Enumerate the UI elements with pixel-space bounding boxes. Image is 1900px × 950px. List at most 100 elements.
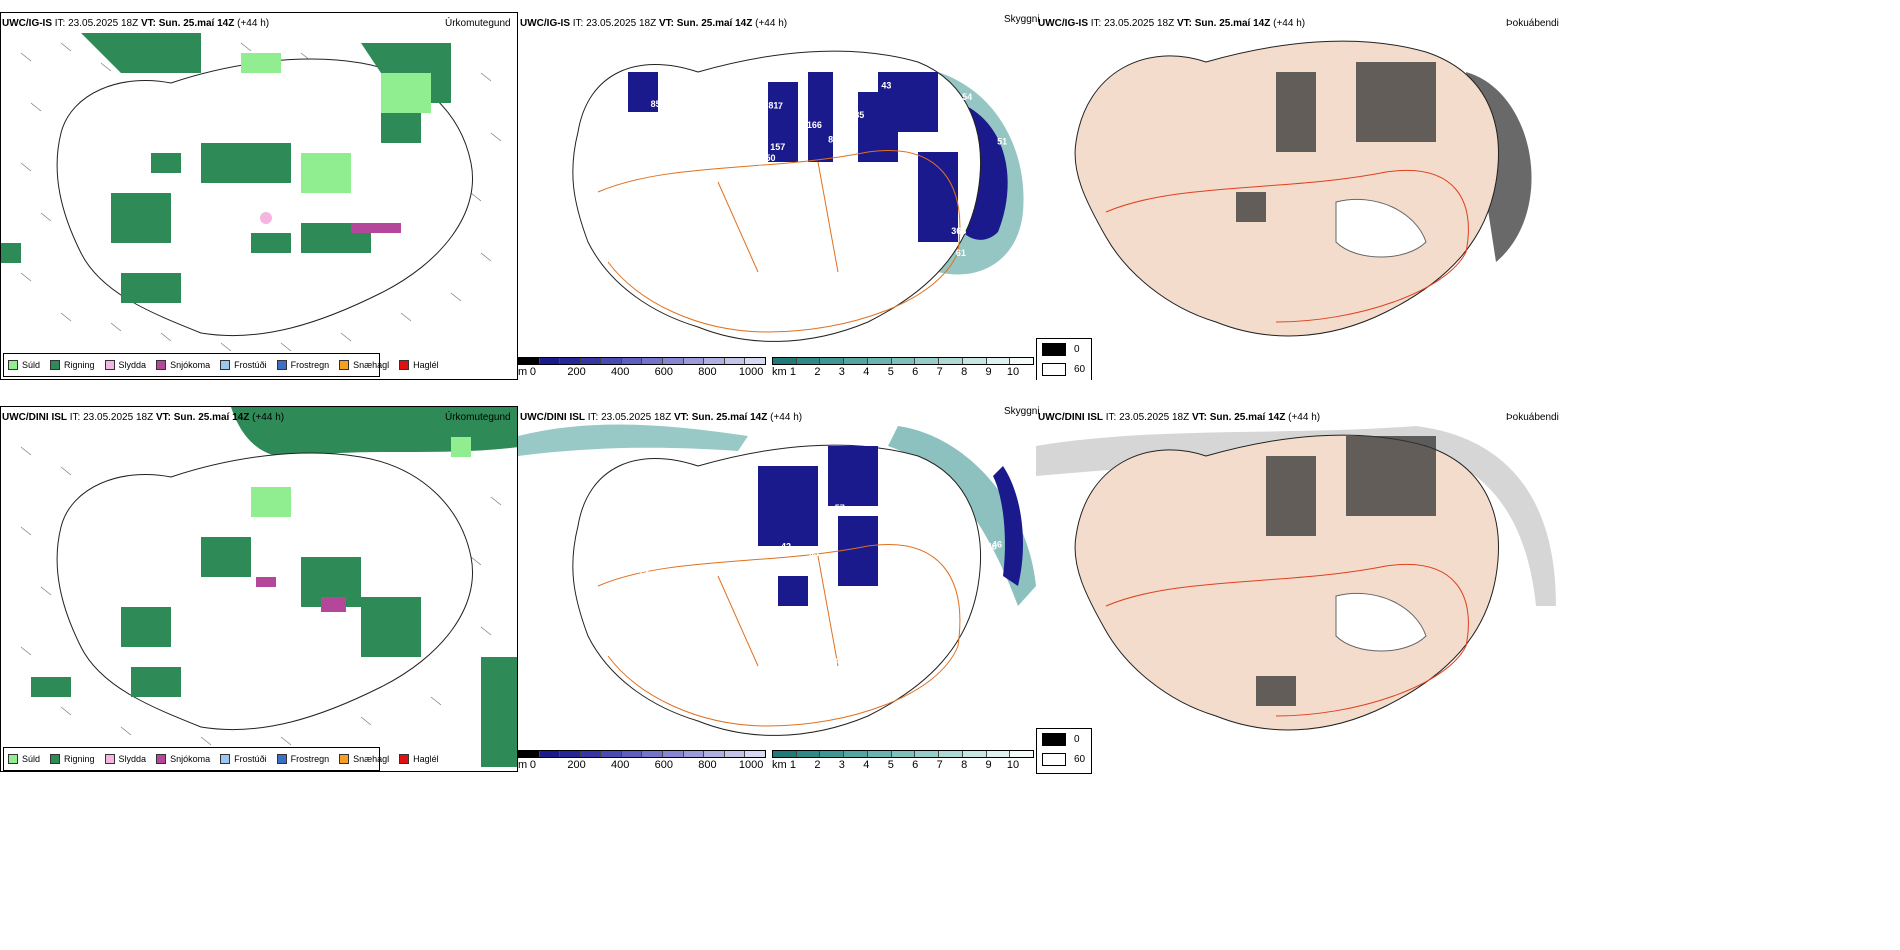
colorbar-segment — [519, 751, 540, 757]
colorbar-tick: 600 — [654, 759, 673, 771]
colorbar-segment — [820, 358, 845, 364]
visibility-value: 98 — [897, 529, 907, 539]
panel-title-visibility-top: Skyggni — [1004, 14, 1040, 25]
visibility-value-labels: 31 74 46 61 63 60 58 56 50 57 65 71 90 76 73 81 139 575 98… — [625, 461, 1002, 667]
colorbar-segment — [962, 751, 987, 757]
visibility-value-labels: 61 72 54 51 85 57 81 166 89 77 62 74 7 82 119 85 55 51 41 5… — [629, 72, 1007, 269]
visibility-value: 96 — [698, 594, 708, 604]
legend-item: Frostregn — [276, 754, 329, 764]
colorbar-ticks: 0 200 400 600 800 1000 — [518, 365, 766, 379]
swatch — [276, 360, 287, 370]
legend-label: Snæhagl — [353, 360, 390, 370]
colorbar-segment — [621, 358, 643, 364]
visibility-value: 74 — [690, 231, 700, 241]
visibility-colorbar-bottom: 1 2 3 4 5 6 7 8 9 10 km — [772, 750, 1034, 772]
visibility-value: 97 — [699, 101, 709, 111]
visibility-value: 139 — [781, 625, 796, 635]
it-label: IT: — [1090, 18, 1102, 29]
panel-title-fog-top: Þokuábendi — [1506, 18, 1559, 29]
model-name: UWC/DINI ISL — [520, 412, 585, 423]
colorbar-segment — [745, 358, 765, 364]
colorbar-segment — [683, 751, 705, 757]
precip-map-top — [1, 33, 502, 352]
colorbar-segment — [939, 751, 963, 757]
visibility-value: 63 — [823, 575, 833, 585]
visibility-panel-bottom: 31 74 46 61 63 60 58 56 50 57 65 71 90 76 73 81 139 575 98… — [518, 406, 1036, 750]
visibility-colorbar-top: 1 2 3 4 5 6 7 8 9 10 km — [772, 357, 1034, 379]
colorbar-tick: 8 — [961, 759, 968, 771]
roads — [597, 150, 961, 333]
colorbar-segment — [915, 751, 940, 757]
swatch — [1042, 342, 1066, 356]
header-precip-top: UWC/IG-IS IT: 23.05.2025 18Z VT: Sun. 25… — [2, 18, 269, 29]
fog-map-top — [1074, 40, 1532, 337]
vt-label: VT: — [140, 18, 156, 29]
glacier — [1335, 198, 1427, 258]
swatch — [339, 754, 350, 764]
visibility-value: 41 — [858, 183, 868, 193]
fog-legend-top: 0 60 — [1036, 338, 1092, 380]
colorbar-segment — [724, 751, 746, 757]
visibility-value: 89 — [657, 209, 667, 219]
visibility-value: 85 — [651, 99, 661, 109]
visibility-value: 119 — [887, 185, 902, 195]
legend-label: 60 — [1074, 753, 1086, 765]
visibility-value: 58 — [638, 491, 648, 501]
colorbar-segment — [601, 358, 622, 364]
visibility-value: 43 — [881, 80, 891, 90]
swatch — [50, 360, 61, 370]
visibility-value: 103 — [625, 604, 640, 614]
swatch — [50, 754, 61, 764]
colorbar-tick: 400 — [610, 759, 630, 771]
colorbar-segment — [867, 358, 892, 364]
colorbar — [772, 357, 1034, 365]
colorbar-segment — [891, 358, 916, 364]
colorbar-segment — [601, 751, 622, 757]
header-precip-bottom: UWC/DINI ISL IT: 23.05.2025 18Z VT: Sun.… — [2, 412, 284, 423]
panel-title-precip-bottom: Úrkomutegund — [445, 412, 511, 423]
legend-item: Rigning — [50, 360, 95, 370]
colorbar-tick: 3 — [838, 366, 845, 378]
colorbar-segment — [1010, 751, 1034, 757]
visibility-map-top: 61 72 54 51 85 57 81 166 89 77 62 74 7 82 119 85 55 51 41 5… — [572, 50, 1024, 342]
colorbar-segment — [663, 751, 684, 757]
model-name: UWC/DINI ISL — [2, 412, 67, 423]
visibility-value: 50 — [766, 153, 776, 163]
fog-panel-top: 0 60 — [1036, 12, 1556, 380]
vt-label: VT: — [658, 18, 674, 29]
legend-item: Frostregn — [276, 360, 329, 370]
fog-sea-area — [888, 426, 1036, 606]
lead-time: (+44 h) — [770, 412, 803, 423]
legend-label: Súld — [22, 360, 41, 370]
visibility-value: 157 — [810, 259, 825, 269]
it-value: 23.05.2025 18Z — [586, 18, 657, 29]
colorbar-tick: 9 — [985, 366, 992, 378]
visibility-value: 44 — [657, 556, 667, 566]
lead-time: (+44 h) — [1273, 18, 1306, 29]
colorbar-ticks: 1 2 3 4 5 6 7 8 9 10 — [772, 365, 1034, 379]
colorbar-segment — [745, 751, 765, 757]
swatch — [156, 360, 167, 370]
legend-label: Slydda — [118, 754, 147, 764]
header-fog-bottom: UWC/DINI ISL IT: 23.05.2025 18Z VT: Sun.… — [1038, 412, 1320, 423]
colorbar-segment — [844, 358, 868, 364]
vt-value: Sun. 25.maí 14Z — [158, 18, 235, 29]
colorbar-tick: 1 — [789, 759, 797, 771]
fog-panel-bottom: 0 60 — [1036, 406, 1556, 774]
visibility-value: 57 — [664, 251, 674, 261]
colorbar-segment — [519, 358, 540, 364]
drizzle-areas — [251, 437, 471, 517]
model-name: UWC/IG-IS — [520, 18, 570, 29]
colorbar-segment — [560, 358, 581, 364]
precip-legend-top: Súld Rigning Slydda Snjókoma Frostúði Fr… — [3, 353, 439, 377]
colorbar-segment — [773, 751, 797, 757]
colorbar-ticks: 0 200 400 600 800 1000 — [518, 758, 766, 772]
vt-label: VT: — [1176, 18, 1192, 29]
colorbar-segment — [844, 751, 868, 757]
colorbar-segment — [621, 751, 643, 757]
legend-item: Frostúði — [220, 754, 267, 764]
colorbar-segment — [580, 751, 602, 757]
legend-label: Rigning — [64, 754, 95, 764]
panel-title-visibility-bottom: Skyggni — [1004, 406, 1040, 417]
colorbar-tick: 7 — [936, 759, 943, 771]
